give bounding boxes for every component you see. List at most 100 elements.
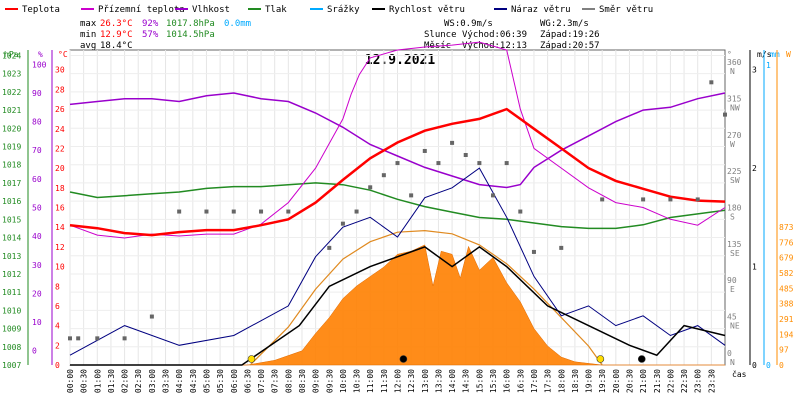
- stat-min-temp: 12.9°C: [100, 30, 133, 40]
- wind-direction-point: [463, 153, 468, 157]
- x-tick-label: 16:00: [503, 369, 512, 393]
- wind-direction-point: [491, 193, 496, 198]
- humidity-tick-label: 20: [32, 289, 42, 298]
- wind-direction-point: [504, 161, 509, 166]
- x-tick-label: 23:00: [694, 369, 703, 393]
- x-tick-label: 04:00: [175, 369, 184, 393]
- stat-max-rain: 0.0mm: [224, 19, 251, 29]
- pressure-tick-label: 1009: [2, 325, 21, 334]
- pressure-tick-label: 1017: [2, 179, 21, 188]
- wind-direction-point: [76, 336, 81, 341]
- humidity-tick-label: 70: [32, 146, 42, 155]
- stat-min-label: min: [80, 30, 96, 40]
- direction-tick-label: SW: [730, 176, 740, 185]
- x-tick-label: 12:30: [407, 369, 416, 393]
- x-tick-label: 14:00: [448, 369, 457, 393]
- humidity-tick-label: 90: [32, 89, 42, 98]
- x-tick-label: 03:30: [162, 369, 171, 393]
- x-tick-label: 12:00: [394, 369, 403, 393]
- x-tick-label: 18:30: [571, 369, 580, 393]
- pressure-tick-label: 1021: [2, 106, 21, 115]
- x-tick-label: 11:00: [366, 369, 375, 393]
- x-tick-label: 05:00: [202, 369, 211, 393]
- stat-avg-temp: 18.4°C: [100, 41, 133, 51]
- wind-direction-point: [668, 197, 673, 202]
- humidity-tick-label: 0: [32, 347, 37, 356]
- wind-direction-point: [68, 336, 72, 341]
- temp-tick-label: 12: [55, 243, 65, 252]
- direction-tick-label: N: [730, 67, 735, 76]
- x-tick-label: 19:30: [598, 369, 607, 393]
- stat-max-temp: 26.3°C: [100, 19, 133, 29]
- x-tick-label: 20:00: [612, 369, 621, 393]
- x-tick-label: 00:30: [80, 369, 89, 393]
- direction-tick-label: SE: [730, 249, 740, 258]
- temp-tick-label: 28: [55, 85, 65, 94]
- pressure-tick-label: 1014: [2, 234, 21, 243]
- solar-tick-label: 776: [779, 238, 794, 247]
- x-tick-label: 02:30: [134, 369, 143, 393]
- info-wg: WG:2.3m/s: [540, 19, 589, 29]
- temp-tick-label: 4: [55, 322, 60, 331]
- pressure-tick-label: 1019: [2, 143, 21, 152]
- pressure-tick-label: 1018: [2, 161, 21, 170]
- wind-speed-line: [70, 245, 726, 366]
- wind-direction-point: [422, 148, 427, 153]
- wind-gust-line: [69, 167, 726, 356]
- humidity-tick-label: 50: [32, 204, 42, 213]
- x-tick-label: 11:30: [380, 369, 389, 393]
- stat-max-label: max: [80, 19, 97, 29]
- x-tick-label: 20:30: [625, 369, 634, 393]
- direction-tick-label: S: [730, 213, 735, 222]
- solar-radiation-area: [70, 244, 725, 366]
- stat-min-press: 1014.5hPa: [166, 30, 215, 40]
- temp-tick-label: 14: [55, 223, 65, 232]
- chart-title: 12.9.2021: [365, 53, 436, 68]
- temp-tick-label: 20: [55, 164, 65, 173]
- humidity-tick-label: 60: [32, 175, 42, 184]
- wind-direction-point: [409, 193, 414, 198]
- wind-direction-point: [477, 161, 482, 166]
- solar-tick-label: 582: [779, 269, 794, 278]
- unit-time: čas: [732, 369, 747, 379]
- direction-tick-number: 315: [727, 95, 742, 104]
- wind-direction-point: [600, 197, 605, 202]
- x-tick-label: 06:30: [243, 369, 252, 393]
- legend-ground-temp-label: Přízemní teplota: [98, 5, 185, 15]
- wind-direction-point: [95, 336, 100, 341]
- ground-temperature-line: [69, 41, 726, 239]
- unit-deg: °: [727, 50, 732, 59]
- x-tick-label: 16:30: [516, 369, 525, 393]
- solar-tick-label: 873: [779, 223, 794, 232]
- temp-tick-label: 22: [55, 144, 65, 153]
- pressure-tick-label: 1012: [2, 270, 21, 279]
- wind-direction-point: [436, 161, 441, 166]
- solar-tick-label: 0: [779, 361, 784, 370]
- direction-tick-label: N: [730, 358, 735, 367]
- legend-temperature-label: Teplota: [22, 5, 60, 15]
- x-tick-label: 01:00: [93, 369, 102, 393]
- wind-direction-point: [340, 221, 345, 226]
- unit-pct: %: [38, 50, 43, 59]
- solar-tick-label: 194: [779, 330, 794, 339]
- humidity-tick-label: 40: [32, 232, 42, 241]
- info-sunset: Západ:19:26: [540, 30, 600, 40]
- x-tick-label: 14:30: [462, 369, 471, 393]
- x-tick-label: 22:00: [666, 369, 675, 393]
- legend-wind-dir-label: Směr větru: [599, 5, 653, 15]
- wind-direction-point: [559, 245, 564, 250]
- direction-tick-label: NE: [730, 322, 740, 331]
- legend-rain-label: Srážky: [327, 5, 360, 15]
- x-tick-label: 07:30: [271, 369, 280, 393]
- x-tick-label: 08:30: [298, 369, 307, 393]
- wind-direction-point: [231, 209, 236, 214]
- wind-direction-point: [723, 112, 727, 117]
- direction-tick-number: 360: [727, 58, 742, 67]
- wind-tick-label: 0: [752, 361, 757, 370]
- wind-direction-point: [368, 185, 373, 190]
- direction-tick-number: 225: [727, 167, 742, 176]
- direction-tick-label: E: [730, 285, 735, 294]
- direction-tick-label: NW: [730, 104, 740, 113]
- stat-min-hum: 57%: [142, 30, 159, 40]
- unit-w: W: [786, 50, 791, 59]
